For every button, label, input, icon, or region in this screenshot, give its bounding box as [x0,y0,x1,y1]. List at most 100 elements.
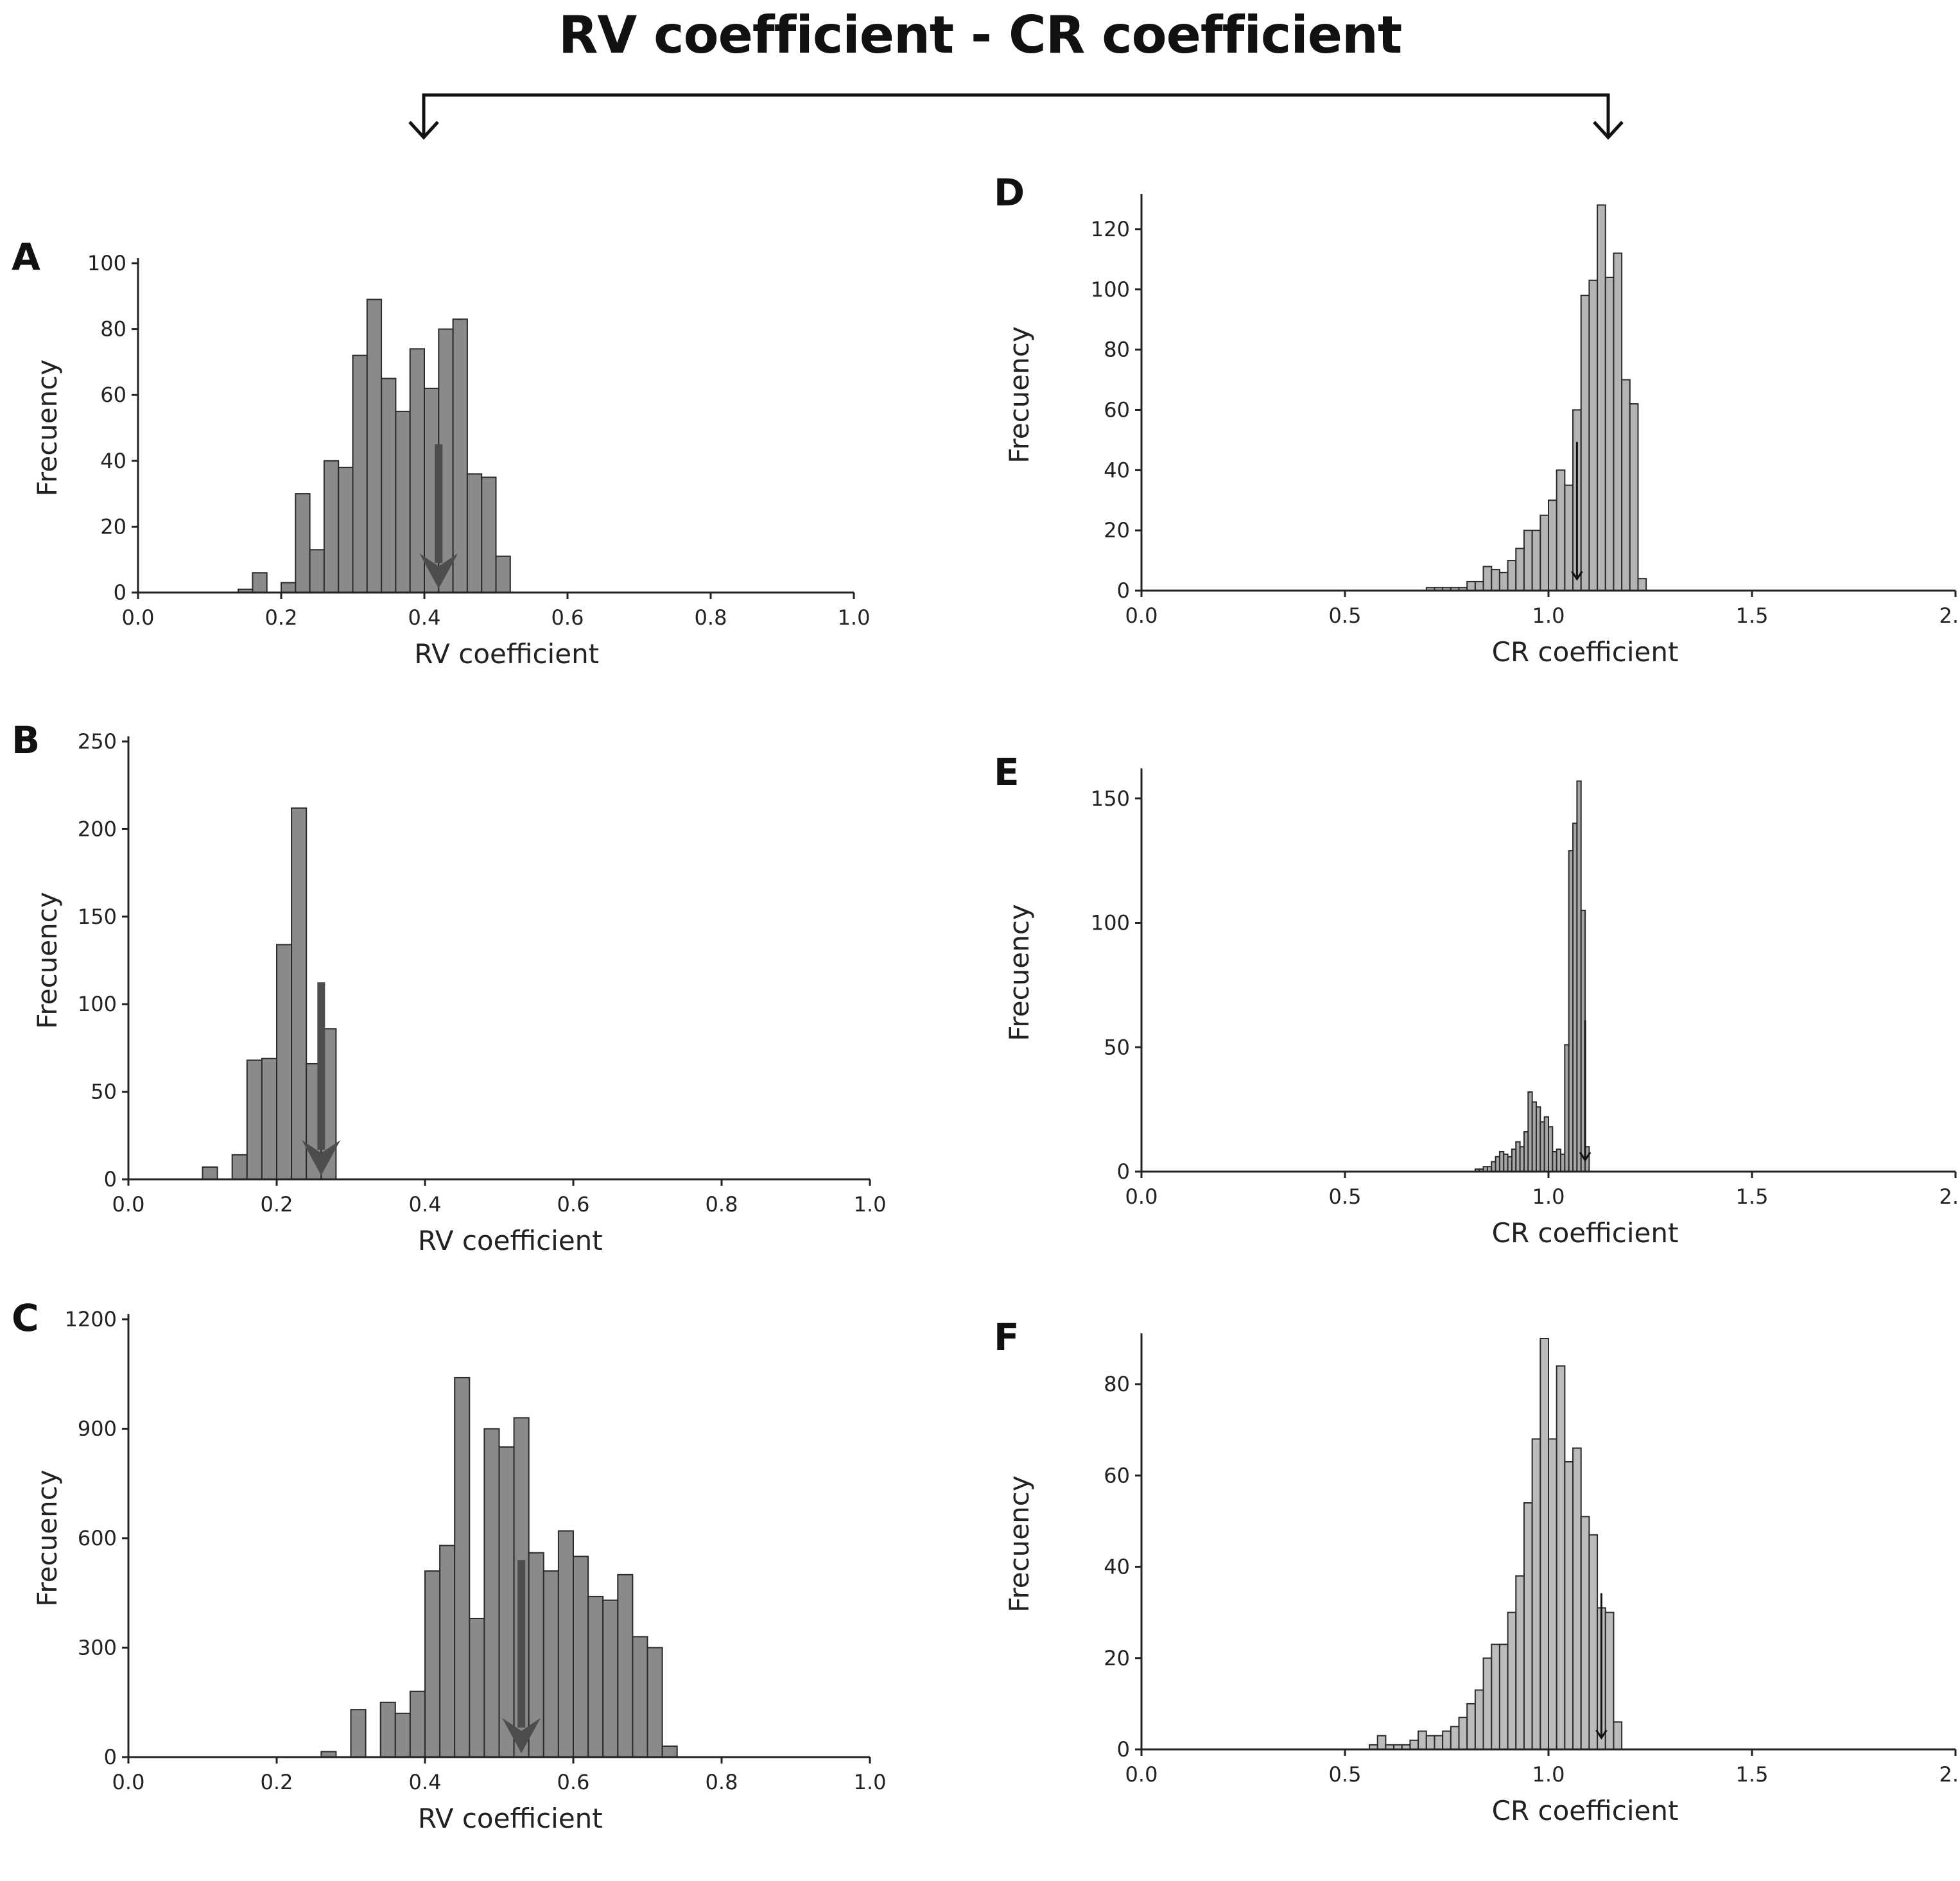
y-tick-label: 250 [78,729,117,754]
x-tick-label: 0.8 [695,605,727,630]
histogram-C: C 0.0 0.2 0.4 0.6 0.8 1.0 0 300 600 900 1200 RV coef… [12,1296,887,1834]
x-tick-label: 1.0 [854,1770,887,1794]
x-tick-label: 2.0 [1939,1184,1960,1209]
bar [1556,469,1566,591]
bars [1474,780,1590,1172]
x-tick-label: 0.2 [261,1770,293,1794]
bar [1482,1657,1493,1750]
bar [1556,1365,1566,1750]
bar [498,1446,515,1758]
bar [587,1595,604,1758]
y-axis-label: Frecuency [31,360,63,496]
y-tick-label: 0 [1117,1737,1130,1762]
bar [1572,1447,1582,1751]
bar [1376,1735,1387,1751]
y-tick-label: 300 [78,1636,117,1660]
bar [231,1154,248,1180]
bar [1548,1438,1557,1750]
bar [1613,1721,1623,1750]
x-axis-label: RV coefficient [414,638,599,670]
x-tick-label: 0.0 [122,605,155,630]
bar [1604,1611,1615,1750]
bar [483,1428,500,1758]
x-tick-label: 0.5 [1329,603,1362,628]
bar [1588,1534,1599,1750]
x-tick-label: 0.6 [557,1770,590,1794]
bar [261,1057,277,1180]
bars [1425,204,1647,592]
bar [1482,566,1493,592]
y-tick-label: 80 [100,317,126,342]
bars [238,299,511,594]
bar [481,476,497,594]
x-tick-label: 0.0 [112,1770,145,1794]
y-tick-label: 60 [100,383,126,407]
bar [542,1570,559,1758]
y-tick-label: 40 [1104,1555,1130,1579]
bar [1507,1611,1517,1750]
x-tick-label: 0.4 [408,605,441,630]
bar [1498,1643,1509,1751]
x-tick-label: 1.5 [1736,603,1769,628]
observed-value-arrow-icon [302,1140,341,1175]
bar [469,1618,485,1758]
y-tick-label: 20 [100,514,126,539]
y-tick-label: 20 [1104,518,1130,542]
bar [1466,580,1476,592]
y-tick-label: 100 [1091,277,1130,302]
y-tick-label: 0 [104,1745,117,1769]
x-tick-label: 0.6 [557,1192,590,1217]
bar [409,1690,426,1758]
x-tick-label: 2.0 [1939,603,1960,628]
x-axis-label: RV coefficient [418,1225,603,1256]
histogram-B: B 0.0 0.2 0.4 0.6 0.8 1.0 0 50 100 150 200 250 RV coe… [12,718,886,1256]
bar [1515,548,1525,591]
x-tick-label: 0.2 [261,1192,293,1217]
y-tick-label: 0 [114,580,126,605]
y-tick-label: 80 [1104,338,1130,362]
y-axis-label: Frecuency [1003,1475,1035,1612]
bar [439,1545,456,1758]
panel-letter: E [994,750,1019,794]
bar [1515,1575,1525,1750]
right-down-arrow-icon [1593,121,1624,140]
bar [1629,403,1639,591]
bar [617,1573,634,1758]
bar [252,572,268,593]
y-tick-label: 0 [1117,1159,1130,1184]
observed-value-arrow-icon [1571,571,1583,581]
bar [379,1701,396,1758]
bar [1458,1717,1468,1751]
y-axis-label: Frecuency [31,1469,63,1606]
x-tick-label: 0.8 [706,1192,738,1217]
x-axis-label: CR coefficient [1492,1217,1679,1249]
bar [1474,580,1484,592]
observed-value-arrow-icon [1595,1729,1608,1740]
panel-letter: B [12,718,40,762]
y-axis-label: Frecuency [31,892,63,1028]
bar [1418,1730,1427,1750]
x-tick-label: 0.0 [1125,1184,1158,1209]
bracket-arrows [408,93,1624,140]
bar [394,1712,411,1758]
x-tick-label: 0.2 [265,605,298,630]
x-axis-label: CR coefficient [1492,1795,1679,1826]
y-tick-label: 40 [1104,458,1130,482]
y-tick-label: 900 [78,1417,117,1441]
bar [276,944,293,1180]
bar [1613,252,1623,591]
bar [1507,560,1517,591]
x-tick-label: 1.0 [1532,1184,1565,1209]
x-axis-label: RV coefficient [418,1803,603,1834]
bar [1425,1735,1435,1751]
y-tick-label: 60 [1104,1463,1130,1487]
y-tick-label: 0 [1117,578,1130,603]
bar [1491,1643,1500,1751]
bar [1588,279,1599,591]
x-axis-label: CR coefficient [1492,636,1679,668]
bar [281,582,297,593]
bar [632,1636,648,1758]
y-axis-label: Frecuency [1003,904,1035,1041]
bar [557,1530,575,1758]
x-tick-label: 1.0 [1532,1762,1565,1787]
